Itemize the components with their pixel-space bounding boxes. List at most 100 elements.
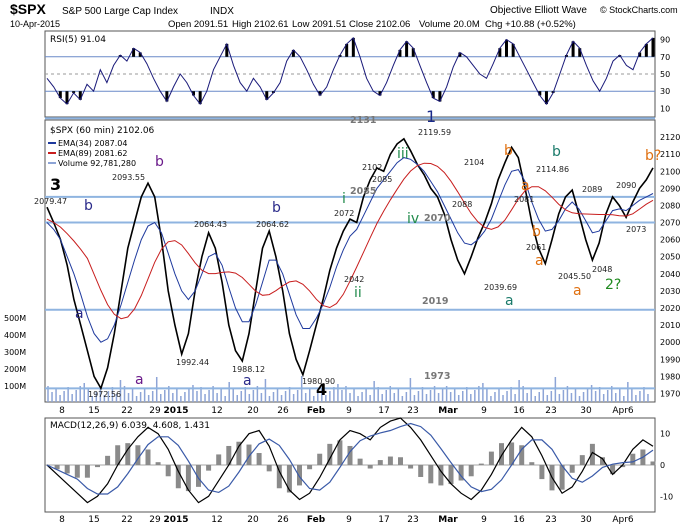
wave-label: 2?: [605, 277, 621, 293]
x-tick-label: 26: [277, 515, 289, 525]
x-tick-label: 9: [481, 406, 487, 416]
x-tick-label: 9: [346, 515, 352, 525]
volume-tick: 200M: [4, 365, 26, 374]
x-tick-label: 22: [121, 406, 132, 416]
price-panel: [44, 119, 656, 403]
x-tick-label: 17: [378, 406, 389, 416]
volume-tick: 500M: [4, 314, 26, 323]
price-level-label: 2064.62: [256, 220, 289, 229]
change-value: Chg +10.88 (+0.52%): [485, 19, 576, 30]
wave-label: a: [535, 253, 544, 269]
wave-label: iv: [407, 211, 419, 227]
wave-label: b: [155, 154, 164, 170]
price-level-label: 2072: [334, 209, 354, 218]
x-tick-label: Feb: [307, 515, 326, 525]
x-tick-label: 12: [211, 515, 222, 525]
close-value: Close 2102.06: [349, 19, 410, 30]
wave-label: i: [342, 191, 346, 207]
price-level-label: 2090: [616, 181, 636, 190]
rsi-line: [46, 37, 654, 106]
x-tick-label: Mar: [438, 406, 458, 416]
price-level-label: 2085: [350, 186, 376, 197]
wave-label: b: [272, 200, 281, 216]
x-tick-label: 16: [513, 515, 525, 525]
x-tick-label: 29: [149, 515, 161, 525]
symbol-title: $SPX: [10, 1, 46, 17]
price-tick: 2040: [660, 270, 680, 279]
wave-label: b?: [645, 148, 661, 164]
price-level-label: 2085: [372, 175, 392, 184]
x-tick-label: 23: [407, 406, 418, 416]
price-tick: 2120: [660, 133, 680, 142]
volume-tick: 100M: [4, 382, 26, 391]
price-level-label: 2061: [526, 243, 546, 252]
x-tick-label: 17: [378, 515, 389, 525]
macd-line: [46, 417, 654, 504]
price-tick: 2100: [660, 167, 680, 176]
low-value: Low 2091.51: [292, 19, 346, 30]
price-level-label: 2042: [344, 275, 364, 284]
price-level-label: 2131: [350, 115, 376, 126]
rsi-tick: 70: [660, 53, 670, 62]
wave-label: 1: [426, 107, 436, 126]
price-tick: 2070: [660, 219, 680, 228]
price-level-label: 2089: [582, 185, 602, 194]
price-title: $SPX (60 min) 2102.06: [50, 126, 155, 136]
macd-tick: 0: [660, 461, 665, 470]
price-level-label: 2064.43: [194, 220, 227, 229]
price-level-label: 2093.55: [112, 173, 145, 182]
x-tick-label: 15: [88, 515, 99, 525]
legend-label: EMA(34) 2087.04: [58, 139, 127, 148]
rsi-panel: [44, 30, 656, 118]
wave-label: a: [573, 283, 582, 299]
rsi-tick: 10: [660, 104, 670, 113]
price-level-label: 1980.90: [302, 377, 335, 386]
x-tick-label: 23: [545, 406, 556, 416]
price-level-label: 2104: [464, 158, 484, 167]
macd-title: MACD(12,26,9) 6.039, 4.608, 1.431: [50, 421, 210, 431]
price-level-label: 2114.86: [536, 165, 569, 174]
price-tick: 2110: [660, 150, 680, 159]
wave-label: a: [75, 306, 84, 322]
price-tick: 2080: [660, 201, 680, 210]
open-value: Open 2091.51: [168, 19, 228, 30]
x-tick-label: 2015: [163, 406, 188, 416]
volume-tick: 400M: [4, 331, 26, 340]
price-tick: 2010: [660, 321, 680, 330]
x-tick-label: 23: [407, 515, 418, 525]
price-level-label: 1988.12: [232, 365, 265, 374]
rsi-title: RSI(5) 91.04: [50, 35, 106, 45]
price-line: [46, 137, 654, 391]
exchange: INDX: [210, 6, 234, 17]
price-level-label: 2019: [422, 296, 448, 307]
price-tick: 1980: [660, 372, 680, 381]
price-level-label: 1973: [424, 371, 450, 382]
price-level-label: 1972.56: [88, 390, 121, 399]
rsi-tick: 90: [660, 36, 670, 45]
index-name: S&P 500 Large Cap Index: [62, 6, 178, 17]
volume-value: Volume 20.0M: [419, 19, 480, 30]
price-level-label: 2039.69: [484, 283, 517, 292]
volume-tick: 300M: [4, 348, 26, 357]
x-tick-label: 9: [481, 515, 487, 525]
x-tick-label: 29: [149, 406, 161, 416]
wave-label: a: [521, 178, 530, 194]
x-tick-label: 30: [580, 515, 592, 525]
x-tick-label: 8: [59, 406, 65, 416]
x-tick-label: 9: [346, 406, 352, 416]
x-tick-label: 20: [247, 515, 259, 525]
price-tick: 2030: [660, 287, 680, 296]
x-tick-label: Feb: [307, 406, 326, 416]
x-tick-label: 15: [88, 406, 99, 416]
source-label: Objective Elliott Wave: [490, 5, 587, 16]
legend-label: EMA(89) 2081.62: [58, 149, 127, 158]
price-level-label: 2079.47: [34, 197, 67, 206]
price-tick: 2090: [660, 184, 680, 193]
x-tick-label: 12: [211, 406, 222, 416]
price-level-label: 2081: [514, 195, 534, 204]
price-level-label: 2070: [424, 213, 451, 224]
price-level-label: 2102: [362, 163, 382, 172]
x-tick-label: 20: [247, 406, 259, 416]
price-tick: 2020: [660, 304, 680, 313]
ema34-line: [46, 157, 654, 343]
